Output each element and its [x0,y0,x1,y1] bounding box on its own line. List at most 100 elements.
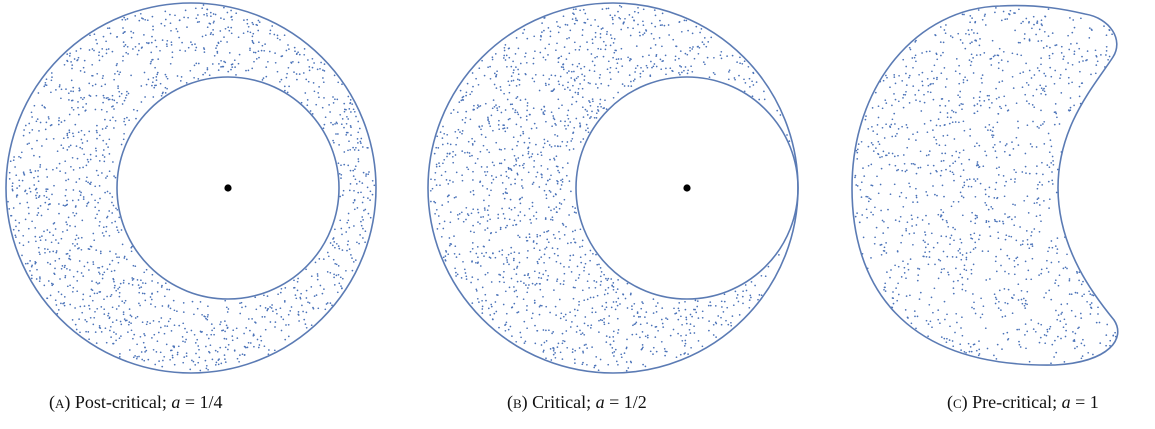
sample-point [583,299,586,302]
sample-point [477,104,479,106]
sample-point [961,334,964,337]
sample-point [1020,22,1023,25]
sample-point [60,97,62,100]
sample-point [572,254,575,256]
sample-point [578,273,581,276]
sample-point [150,51,153,54]
sample-point [461,119,464,121]
sample-point [652,346,655,349]
sample-point [925,154,928,157]
sample-point [586,41,588,43]
sample-point [27,241,30,243]
sample-point [113,78,115,81]
sample-point [934,263,936,266]
sample-point [435,163,438,166]
panel-b-center-point [683,184,691,192]
sample-point [678,302,681,304]
sample-point [704,63,706,66]
sample-point [1085,59,1087,62]
sample-point [606,68,609,71]
sample-point [959,273,962,276]
sample-point [130,36,133,39]
sample-point [193,76,195,79]
sample-point [156,340,159,343]
sample-point [352,201,355,204]
sample-point [88,49,91,51]
sample-point [947,273,950,276]
sample-point [533,270,536,273]
sample-point [603,323,606,326]
sample-point [87,201,90,204]
sample-point [607,7,610,10]
sample-point [343,110,346,113]
sample-point [93,33,96,36]
sample-point [877,105,880,108]
sample-point [995,298,998,301]
sample-point [517,140,519,143]
sample-point [586,114,589,116]
sample-point [915,327,917,330]
sample-point [84,319,87,321]
sample-point [66,53,69,55]
sample-point [714,73,716,76]
sample-point [860,181,863,184]
sample-point [72,108,75,111]
sample-point [265,75,268,78]
sample-point [591,110,593,113]
sample-point [856,148,859,151]
sample-point [352,169,355,172]
sample-point [933,287,936,290]
sample-point [961,108,963,111]
sample-point [8,178,11,180]
sample-point [1024,307,1027,309]
sample-point [452,161,455,164]
sample-point [104,83,107,86]
sample-point [681,323,683,326]
sample-point [581,245,584,248]
sample-point [260,49,263,52]
sample-point [937,118,940,120]
sample-point [575,100,578,103]
sample-point [495,87,498,89]
sample-point [322,81,325,84]
sample-point [320,61,322,64]
sample-point [121,18,124,21]
sample-point [987,250,990,253]
sample-point [190,41,192,43]
sample-point [96,131,98,134]
sample-point [142,18,144,20]
sample-point [889,86,891,89]
sample-point [111,50,114,53]
sample-point [504,59,507,61]
sample-point [1020,54,1023,57]
sample-point [955,111,957,114]
sample-point [577,277,580,279]
sample-point [1070,43,1072,45]
sample-point [71,106,73,109]
sample-point [108,316,111,319]
sample-point [927,263,930,266]
sample-point [1043,143,1046,145]
sample-point [583,266,586,269]
sample-point [970,60,973,63]
sample-point [502,263,505,265]
sample-point [1045,292,1047,294]
sample-point [584,253,587,256]
sample-point [950,234,953,237]
sample-point [332,96,334,98]
sample-point [979,54,982,56]
sample-point [747,65,750,68]
sample-point [245,327,248,329]
sample-point [485,299,487,302]
sample-point [181,336,184,338]
sample-point [329,271,332,274]
sample-point [918,268,921,270]
sample-point [44,84,47,86]
sample-point [345,108,347,111]
sample-point [76,157,79,160]
sample-point [355,146,357,149]
sample-point [946,221,948,224]
sample-point [936,242,939,244]
sample-point [101,172,103,174]
sample-point [500,174,502,177]
